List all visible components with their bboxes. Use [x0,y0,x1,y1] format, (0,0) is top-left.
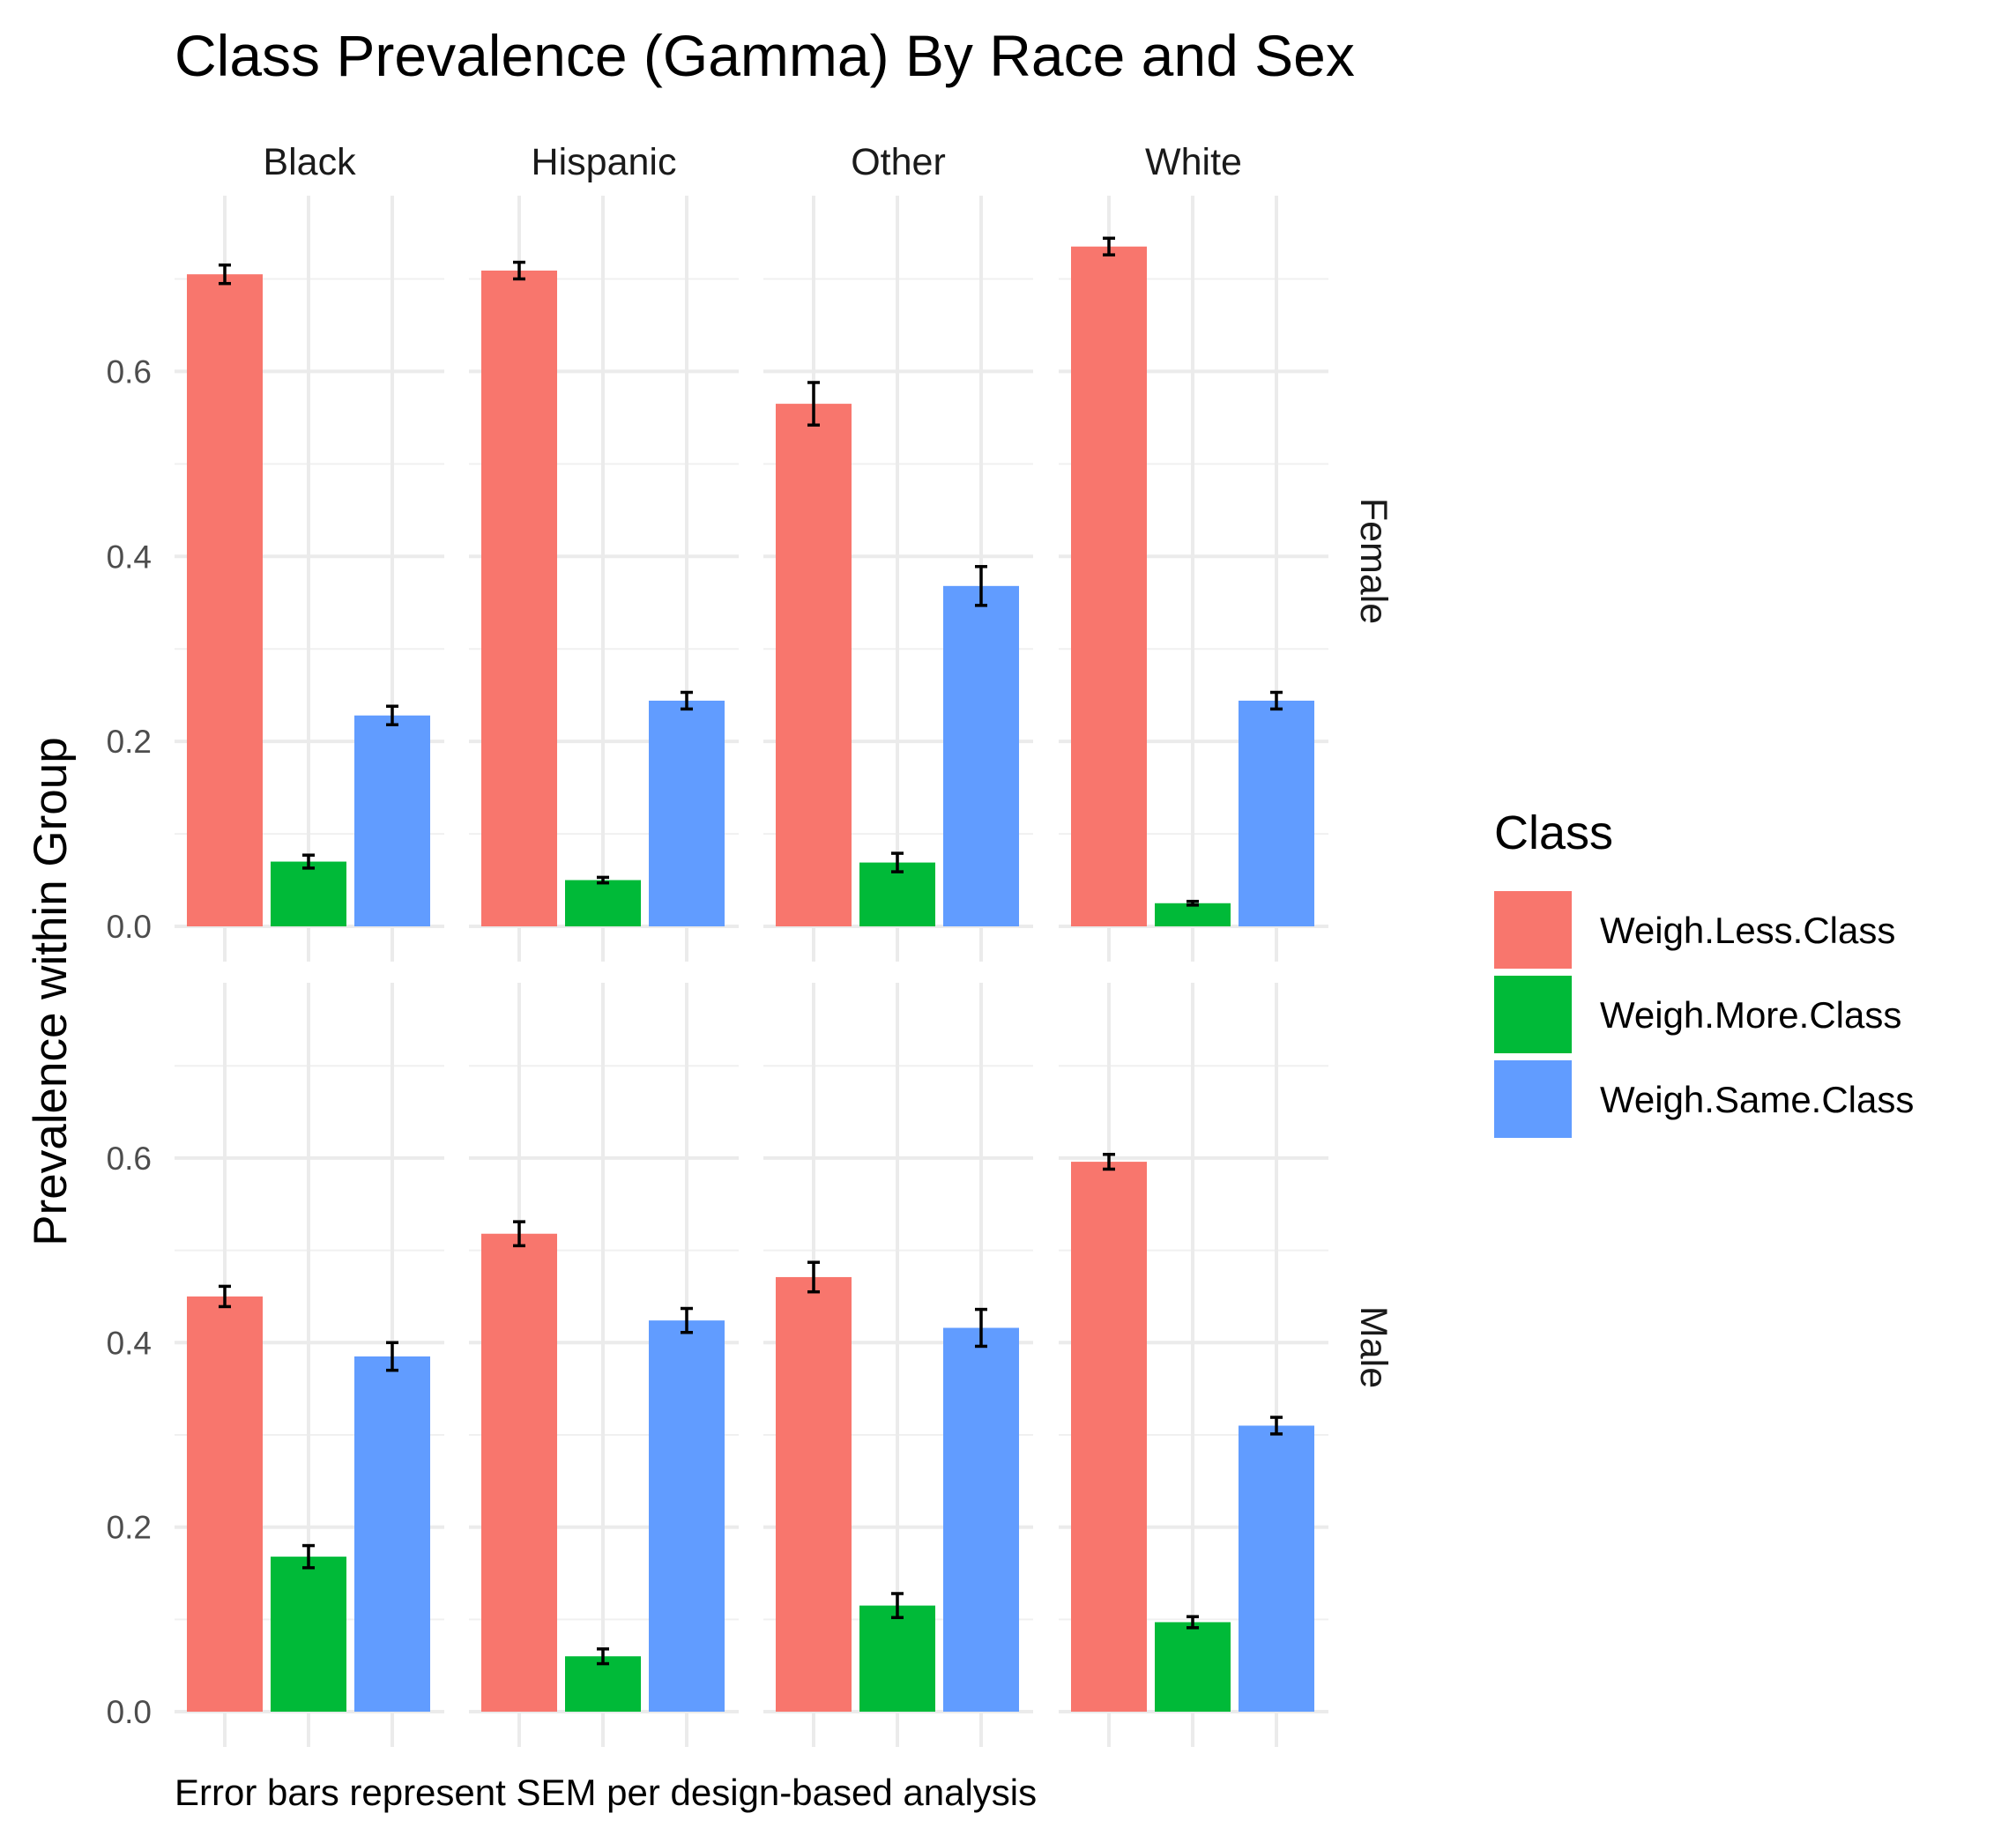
y-tick-label: 0.2 [107,724,152,760]
legend-title: Class [1494,806,1613,859]
bar-weigh-same-class [354,1356,430,1712]
y-tick-label: 0.2 [107,1510,152,1546]
strip-label-black: Black [263,141,356,183]
panel-female-black [175,196,444,962]
legend-label-weigh-more-class: Weigh.More.Class [1600,994,1901,1036]
y-tick-label: 0.6 [107,1141,152,1177]
bar-weigh-less-class [776,1276,852,1712]
y-tick-label: 0.4 [107,1325,152,1361]
bar-weigh-less-class [776,404,852,926]
panel-female-other [763,196,1033,962]
bar-weigh-same-class [649,1320,725,1712]
bar-weigh-more-class [565,880,641,926]
panel-male-black [175,983,444,1747]
bar-weigh-same-class [943,585,1019,926]
bar-weigh-more-class [271,1557,346,1712]
panel-male-other [763,983,1033,1747]
legend: Class Weigh.Less.Class Weigh.More.Class We… [1494,806,1914,1138]
bar-weigh-less-class [481,270,557,926]
bar-weigh-more-class [565,1656,641,1712]
y-tick-label: 0.4 [107,539,152,575]
chart-title: Class Prevalence (Gamma) By Race and Sex [175,23,1355,88]
panel-female-white [1059,196,1328,962]
y-tick-label: 0.6 [107,353,152,390]
strip-label-female: Female [1352,498,1395,624]
bar-weigh-less-class [1071,1162,1147,1712]
bar-weigh-same-class [354,715,430,926]
y-tick-label: 0.0 [107,909,152,945]
bar-weigh-same-class [649,700,725,926]
y-axis-label: Prevalence within Group [25,737,77,1245]
bar-weigh-more-class [271,861,346,926]
panel-male-white [1059,983,1328,1747]
legend-label-weigh-same-class: Weigh.Same.Class [1600,1079,1914,1120]
bar-weigh-less-class [481,1233,557,1712]
bar-weigh-less-class [187,274,263,927]
facet-panels: 0.0 0.2 0.4 0.6 Female 0.0 0.2 0.4 0.6 Male Black H… [107,141,1395,1747]
legend-key-weigh-less-class [1494,891,1572,969]
bar-weigh-same-class [1239,700,1314,926]
strip-label-other: Other [851,141,946,183]
legend-key-weigh-same-class [1494,1060,1572,1138]
bar-weigh-more-class [859,1605,935,1712]
y-tick-label: 0.0 [107,1694,152,1730]
bar-weigh-less-class [1071,246,1147,926]
strip-label-male: Male [1352,1306,1395,1388]
bar-weigh-more-class [1155,1622,1231,1712]
bar-weigh-more-class [1155,903,1231,926]
panel-male-hispanic [469,983,739,1747]
chart-caption: Error bars represent SEM per design-base… [175,1772,1037,1813]
bar-weigh-less-class [187,1296,263,1712]
legend-key-weigh-more-class [1494,976,1572,1053]
bar-weigh-same-class [943,1327,1019,1712]
strip-label-hispanic: Hispanic [532,141,677,183]
strip-label-white: White [1145,141,1242,183]
bar-weigh-same-class [1239,1425,1314,1712]
panel-female-hispanic [469,196,739,962]
legend-label-weigh-less-class: Weigh.Less.Class [1600,910,1895,951]
